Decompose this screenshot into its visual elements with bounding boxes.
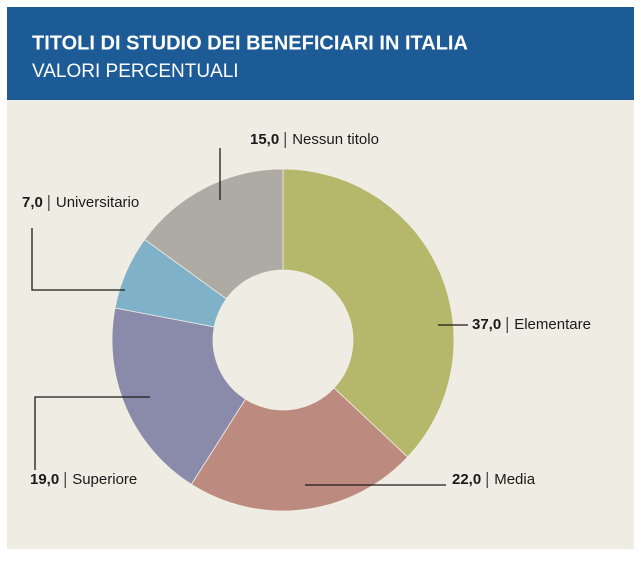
- value-label: 37,0: [472, 316, 501, 333]
- category-label: Universitario: [56, 194, 139, 211]
- header-band: [7, 7, 634, 100]
- donut-slice: [144, 168, 284, 300]
- value-label: 15,0: [250, 131, 279, 148]
- leader-line: [34, 396, 150, 470]
- value-label: 19,0: [30, 471, 59, 488]
- category-label: Elementare: [514, 316, 591, 333]
- category-label: Media: [494, 471, 536, 488]
- donut-slice: [111, 307, 247, 485]
- value-label: 22,0: [452, 471, 481, 488]
- chart-subtitle: VALORI PERCENTUALI: [32, 61, 239, 82]
- leader-line: [31, 228, 125, 291]
- donut-slice: [282, 168, 455, 458]
- chart-title: TITOLI DI STUDIO DEI BENEFICIARI IN ITAL…: [32, 32, 468, 54]
- value-label: 7,0: [22, 194, 43, 211]
- category-label: Superiore: [72, 471, 137, 488]
- donut-slice: [190, 387, 409, 512]
- category-label: Nessun titolo: [292, 131, 379, 148]
